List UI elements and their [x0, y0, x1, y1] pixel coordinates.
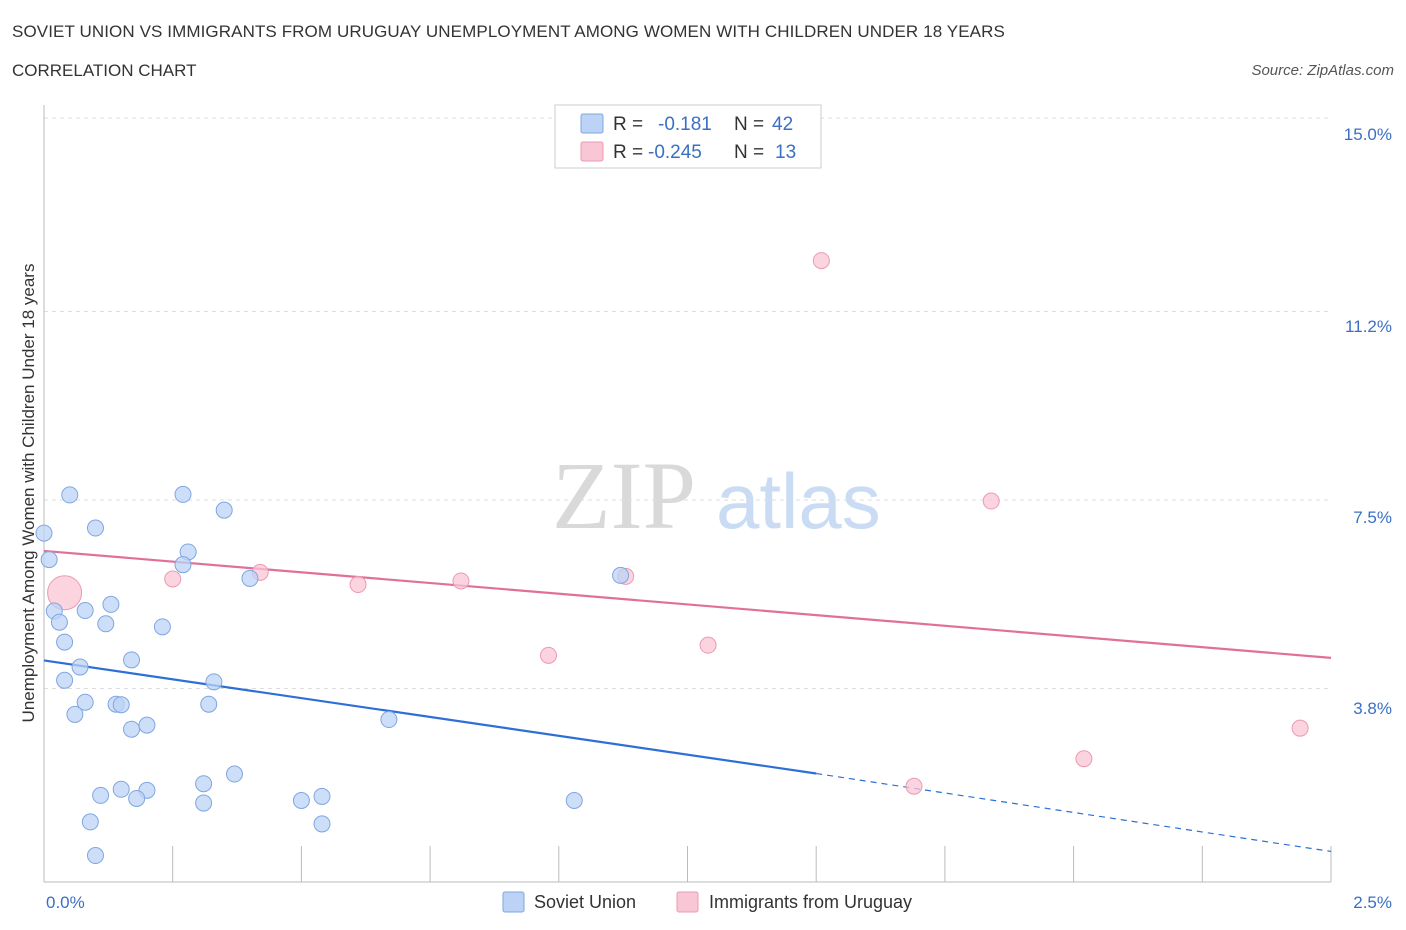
point-soviet [71, 658, 89, 676]
point-soviet [225, 765, 243, 783]
point-soviet [200, 695, 218, 713]
legend-swatch-uruguay [676, 891, 699, 913]
stats-r-value-uruguay: -0.245 [648, 142, 702, 163]
data-points [35, 252, 1309, 865]
point-soviet [215, 501, 233, 519]
stats-r-label: R = [613, 114, 643, 135]
point-uruguay [982, 492, 1000, 510]
x-tick-label-min: 0.0% [46, 893, 85, 912]
point-uruguay [540, 646, 558, 664]
point-soviet [174, 556, 192, 574]
trend-lines [43, 549, 1332, 853]
point-soviet [86, 847, 104, 865]
stats-n-value-uruguay: 13 [775, 142, 796, 163]
point-uruguay [47, 575, 83, 611]
stats-n-label: N = [734, 142, 764, 163]
point-soviet [195, 794, 213, 812]
point-uruguay [452, 572, 470, 590]
stats-n-label: N = [734, 114, 764, 135]
point-soviet [102, 595, 120, 613]
legend-label-soviet: Soviet Union [534, 892, 636, 912]
point-soviet [86, 519, 104, 537]
point-soviet [50, 613, 68, 631]
x-tick-marks [43, 846, 1332, 882]
legend: Soviet Union Immigrants from Uruguay [502, 891, 912, 913]
point-soviet [76, 602, 94, 620]
y-tick-label: 3.8% [1353, 699, 1392, 718]
point-soviet [138, 716, 156, 734]
chart-subtitle: CORRELATION CHART [12, 61, 197, 80]
stats-r-label: R = [613, 142, 643, 163]
point-soviet [241, 569, 259, 587]
point-soviet [56, 633, 74, 651]
point-soviet [81, 813, 99, 831]
source-credit: Source: ZipAtlas.com [1251, 62, 1394, 79]
point-soviet [313, 787, 331, 805]
point-uruguay [699, 636, 717, 654]
point-soviet [92, 786, 110, 804]
point-uruguay [164, 570, 182, 588]
point-soviet [313, 815, 331, 833]
trend-line-soviet-extension [816, 772, 1332, 853]
stats-box: R = -0.181 N = 42 R = -0.245 N = 13 [554, 104, 822, 169]
point-soviet [66, 705, 84, 723]
y-tick-label: 11.2% [1345, 317, 1392, 336]
point-soviet [112, 696, 130, 714]
stats-n-value-soviet: 42 [772, 114, 793, 135]
x-tick-label-max: 2.5% [1353, 893, 1392, 912]
point-soviet [153, 618, 171, 636]
chart-title: SOVIET UNION VS IMMIGRANTS FROM URUGUAY … [12, 22, 1005, 41]
point-uruguay [349, 576, 367, 594]
point-soviet [40, 551, 58, 569]
point-soviet [61, 486, 79, 504]
point-soviet [128, 789, 146, 807]
point-soviet [97, 615, 115, 633]
y-tick-label: 7.5% [1353, 508, 1392, 527]
point-soviet [292, 792, 310, 810]
point-soviet [195, 775, 213, 793]
point-soviet [612, 566, 630, 584]
point-uruguay [905, 777, 923, 795]
y-axis-label: Unemployment Among Women with Children U… [19, 264, 38, 723]
trend-line-soviet [43, 659, 817, 775]
point-soviet [56, 671, 74, 689]
legend-label-uruguay: Immigrants from Uruguay [709, 892, 912, 912]
y-tick-label: 15.0% [1344, 125, 1392, 144]
point-soviet [123, 651, 141, 669]
point-uruguay [1075, 750, 1093, 768]
trend-line-uruguay [43, 549, 1332, 659]
stats-swatch-soviet [580, 113, 604, 134]
point-uruguay [812, 252, 830, 270]
point-soviet [76, 693, 94, 711]
point-soviet [565, 792, 583, 810]
watermark-zip: ZIP [552, 442, 696, 549]
stats-r-value-soviet: -0.181 [658, 114, 712, 135]
grid-lines [44, 117, 1331, 689]
stats-swatch-uruguay [580, 141, 604, 162]
watermark-atlas: atlas [716, 457, 881, 545]
point-soviet [380, 711, 398, 729]
point-soviet [112, 780, 130, 798]
point-uruguay [1291, 719, 1309, 737]
point-soviet [174, 485, 192, 503]
point-soviet [35, 524, 53, 542]
point-soviet [205, 673, 223, 691]
point-soviet [123, 720, 141, 738]
legend-swatch-soviet [502, 891, 525, 913]
y-tick-labels: 3.8% 7.5% 11.2% 15.0% [1344, 125, 1392, 718]
